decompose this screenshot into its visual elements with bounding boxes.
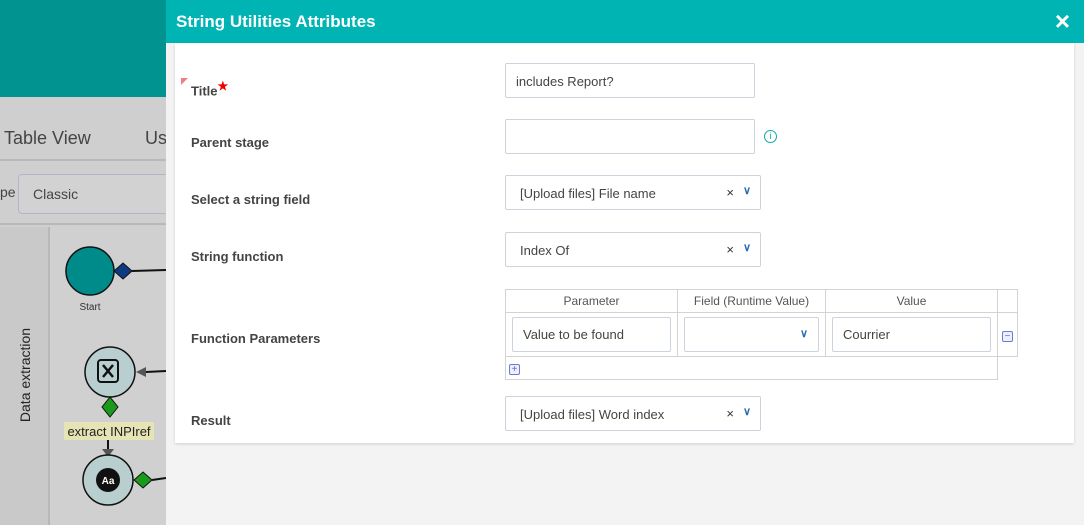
chevron-down-icon[interactable]: ∨ <box>742 406 751 418</box>
clear-icon[interactable]: × <box>726 242 734 257</box>
info-icon[interactable]: i <box>764 130 777 143</box>
parameters-table: Parameter Field (Runtime Value) Value Va… <box>505 289 1018 380</box>
column-header: Field (Runtime Value) <box>677 289 826 313</box>
string-function-select[interactable]: Index Of × ∨ <box>505 232 761 267</box>
string-function-value: Index Of <box>520 243 570 258</box>
x-box-icon <box>97 359 119 383</box>
title-label: Title <box>191 83 218 99</box>
column-header: Parameter <box>505 289 678 313</box>
clear-icon[interactable]: × <box>726 406 734 421</box>
modal-title: String Utilities Attributes <box>176 12 376 31</box>
connector-diamond[interactable] <box>133 471 153 489</box>
result-label: Result <box>191 413 231 428</box>
chevron-down-icon[interactable]: ∨ <box>742 242 751 254</box>
process-canvas: Data extraction Start extract INPIref Aa <box>0 227 166 525</box>
toolbar: pe Classic <box>0 161 178 225</box>
parent-stage-input[interactable] <box>505 119 755 154</box>
tab-us[interactable]: Us <box>145 128 167 148</box>
value-input[interactable]: Courrier <box>832 317 991 352</box>
string-field-select[interactable]: [Upload files] File name × ∨ <box>505 175 761 210</box>
connector-label: extract INPIref <box>67 424 150 439</box>
result-select[interactable]: [Upload files] Word index × ∨ <box>505 396 761 431</box>
swimlane: Data extraction <box>0 227 50 525</box>
parent-stage-label: Parent stage <box>191 135 270 150</box>
chevron-down-icon[interactable]: ∨ <box>799 328 808 340</box>
tab-table-view[interactable]: Table View <box>4 128 91 148</box>
connector-label-bg <box>64 422 154 440</box>
gear-icon <box>96 468 120 492</box>
connector-diamond[interactable] <box>113 262 133 280</box>
remove-row-icon[interactable]: − <box>1002 330 1013 342</box>
add-row-icon[interactable]: + <box>509 364 520 375</box>
required-star-icon: ★ <box>217 79 229 93</box>
string-field-value: [Upload files] File name <box>520 186 656 201</box>
field-select[interactable]: ∨ <box>684 317 819 352</box>
string-field-label: Select a string field <box>191 192 311 207</box>
attributes-modal: String Utilities Attributes × Title★ inc… <box>166 0 1084 525</box>
start-node[interactable] <box>65 246 115 296</box>
type-label: pe <box>0 184 16 200</box>
title-input[interactable]: includes Report? <box>505 63 755 98</box>
svg-text:Aa: Aa <box>102 476 115 487</box>
app-header <box>0 0 166 97</box>
chevron-down-icon[interactable]: ∨ <box>742 185 751 197</box>
result-value: [Upload files] Word index <box>520 407 665 422</box>
function-parameters-label: Function Parameters <box>191 331 321 346</box>
connector-diamond[interactable] <box>101 396 119 418</box>
modal-header: String Utilities Attributes × <box>166 0 1084 43</box>
lane-label: Data extraction <box>17 327 33 423</box>
string-function-label: String function <box>191 249 284 264</box>
close-icon[interactable]: × <box>1054 6 1070 36</box>
table-row: Value to be found ∨ Courrier − <box>505 312 1018 357</box>
clear-icon[interactable]: × <box>726 185 734 200</box>
flag-icon <box>181 78 188 85</box>
view-tabs: Table View Us <box>0 97 167 161</box>
form-card: Title★ includes Report? Parent stage i S… <box>175 43 1074 443</box>
type-select[interactable]: Classic <box>18 174 178 214</box>
diagram: Start extract INPIref Aa <box>64 246 166 506</box>
start-label: Start <box>79 302 100 313</box>
flow-line <box>131 269 166 272</box>
column-header: Value <box>825 289 998 313</box>
parameter-input[interactable]: Value to be found <box>512 317 671 352</box>
